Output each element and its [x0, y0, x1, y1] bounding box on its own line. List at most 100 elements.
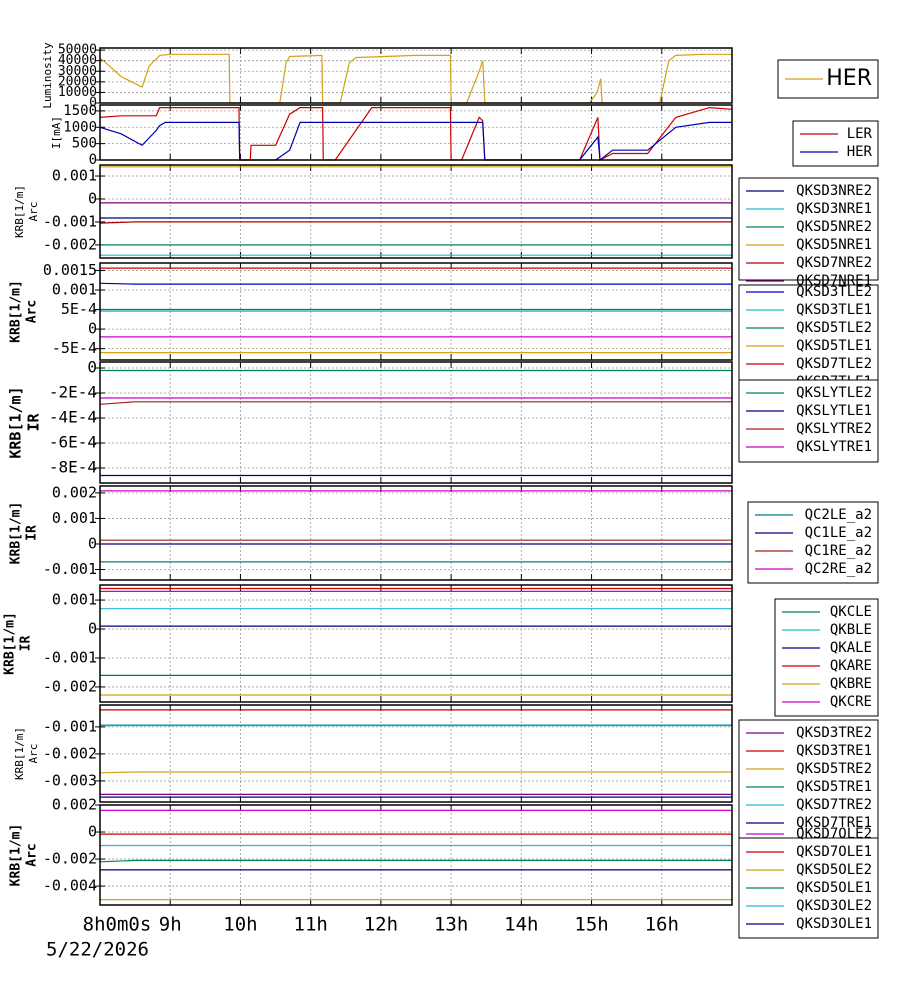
y-tick-label: 0	[88, 620, 97, 638]
x-tick-label: 9h	[159, 914, 182, 936]
y-tick-label: 0.0015	[43, 261, 97, 279]
y-axis-label: KRB[1/m]	[7, 386, 25, 458]
y-axis-label: Arc	[27, 744, 40, 764]
y-tick-label: 0.001	[52, 591, 97, 609]
series-line	[99, 282, 732, 285]
y-axis-label: Arc	[25, 300, 40, 323]
series-line	[99, 771, 732, 774]
legend-label: QKSD5OLE2	[796, 862, 872, 878]
y-axis-label: KRB[1/m]	[3, 612, 18, 675]
y-tick-label: -6E-4	[49, 433, 97, 452]
y-axis-label: KRB[1/m]	[9, 502, 24, 565]
y-axis-label: KRB[1/m]	[9, 280, 24, 343]
legend-label: QKSD3TRE1	[796, 743, 872, 759]
x-tick-label: 13h	[434, 914, 468, 936]
legend-label: QKSD5TLE1	[796, 338, 872, 354]
legend-label: QKSD5TRE1	[796, 779, 872, 795]
legend-label: QC2LE_a2	[805, 507, 872, 523]
legend-label: QKSD7TLE2	[796, 356, 872, 372]
y-tick-label: -2E-4	[49, 383, 97, 402]
legend-label: QKSD7TRE2	[796, 797, 872, 813]
y-axis-label: Luminosity	[41, 42, 54, 109]
legend-label: QKCLE	[830, 604, 872, 620]
legend-label: QKBRE	[830, 676, 872, 692]
legend-label: QKSD3TLE1	[796, 302, 872, 318]
panel-frame	[99, 164, 733, 259]
y-tick-label: 50000	[58, 43, 97, 58]
legend-label: QKSD3TLE2	[796, 284, 872, 300]
legend-box	[792, 120, 879, 167]
y-tick-label: 0.002	[52, 483, 97, 501]
y-tick-label: -4E-4	[49, 408, 97, 427]
panel-frame	[99, 104, 733, 161]
legend-label: QKSLYTRE2	[796, 421, 872, 437]
legend-label: QKBLE	[830, 622, 872, 638]
x-tick-label: 16h	[645, 914, 679, 936]
series-line	[99, 106, 733, 161]
y-tick-label: 5E-4	[61, 300, 97, 318]
y-tick-label: -0.002	[43, 677, 97, 695]
legend-label: QKSD5NRE1	[796, 237, 872, 253]
legend-label: QKSD5TRE2	[796, 761, 872, 777]
y-axis-label: KRB[1/m]	[13, 185, 26, 238]
y-tick-label: 1500	[63, 103, 97, 119]
series-line	[99, 401, 732, 405]
legend-label: QKALE	[830, 640, 872, 656]
y-tick-label: -0.002	[43, 235, 97, 253]
x-tick-label: 15h	[574, 914, 608, 936]
panel-frame	[99, 262, 733, 361]
panel-frame	[99, 47, 733, 104]
y-tick-label: 0	[88, 189, 97, 207]
legend-label: QKSD7OLE1	[796, 844, 872, 860]
legend-label: QKSD3OLE1	[796, 916, 872, 932]
y-tick-label: 0	[88, 320, 97, 338]
legend-label: QKCRE	[830, 694, 872, 710]
legend-label: QC1LE_a2	[805, 525, 872, 541]
y-tick-label: 0.001	[52, 280, 97, 298]
panel-frame	[99, 361, 733, 484]
series-line	[99, 221, 732, 224]
y-tick-label: 0.001	[52, 509, 97, 527]
legend-label: QKSD3NRE1	[796, 201, 872, 217]
panel-frame	[99, 584, 733, 703]
y-tick-label: -5E-4	[52, 339, 97, 357]
y-tick-label: 10000	[58, 85, 97, 100]
legend-label: QKSD5TLE2	[796, 320, 872, 336]
y-tick-label: 1000	[63, 119, 97, 135]
series-line	[99, 121, 732, 162]
x-tick-label: 12h	[364, 914, 398, 936]
x-tick-label: 14h	[504, 914, 538, 936]
legend-box	[774, 598, 879, 717]
panel-frame	[99, 485, 733, 581]
y-tick-label: 0	[89, 152, 97, 168]
legend-box	[777, 59, 879, 99]
panel-frame	[99, 804, 733, 906]
legend-label: QKARE	[830, 658, 872, 674]
y-tick-label: -0.002	[43, 850, 97, 868]
legend-label: QKSD3OLE2	[796, 898, 872, 914]
legend-box	[738, 719, 879, 839]
y-tick-label: 30000	[58, 64, 97, 79]
y-tick-label: -0.004	[43, 877, 97, 895]
legend-label: QKSLYTRE1	[796, 439, 872, 455]
y-axis-label: I[mA]	[50, 116, 63, 149]
legend-label: QC2RE_a2	[805, 561, 872, 577]
legend-label: QKSD7TRE1	[796, 815, 872, 831]
y-tick-label: 40000	[58, 53, 97, 68]
y-axis-label: Arc	[27, 202, 40, 222]
y-tick-label: -0.003	[43, 771, 97, 789]
y-tick-label: 20000	[58, 74, 97, 89]
y-axis-label: IR	[25, 413, 43, 432]
y-tick-label: 0	[87, 358, 97, 377]
legend-label: QKSD3NRE2	[796, 183, 872, 199]
y-axis-label: KRB[1/m]	[9, 824, 24, 887]
y-tick-label: 0	[88, 534, 97, 552]
y-tick-label: 500	[72, 136, 97, 152]
legend-label: QKSLYTLE2	[796, 385, 872, 401]
y-tick-label: 0.001	[52, 167, 97, 185]
x-tick-label: 10h	[223, 914, 257, 936]
x-tick-label: 8h0m0s	[83, 914, 152, 936]
y-tick-label: -0.001	[43, 648, 97, 666]
legend-label: QKSLYTLE1	[796, 403, 872, 419]
